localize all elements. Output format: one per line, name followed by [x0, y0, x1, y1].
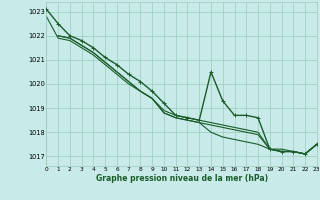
X-axis label: Graphe pression niveau de la mer (hPa): Graphe pression niveau de la mer (hPa) — [96, 174, 268, 183]
